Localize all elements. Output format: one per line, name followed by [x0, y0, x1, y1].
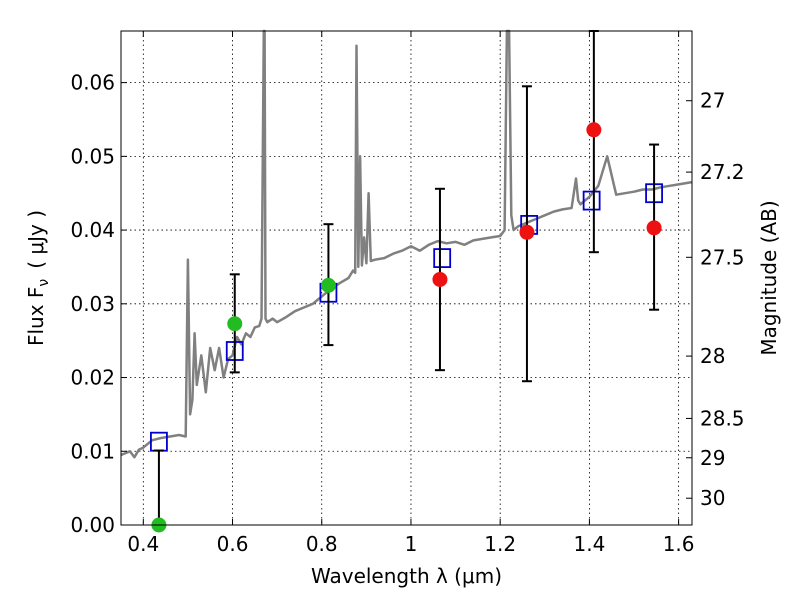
- observed-data-point: [320, 277, 336, 293]
- observed-data-point: [586, 122, 602, 138]
- x-tick-label: 1.2: [484, 532, 516, 556]
- y-tick-label: 0.00: [70, 513, 115, 537]
- y-axis-title-main: Flux F: [24, 287, 48, 346]
- x-tick-label: 1.4: [573, 532, 605, 556]
- x-tick-label: 1: [405, 532, 418, 556]
- observed-data-point: [646, 220, 662, 236]
- observed-data-point: [227, 316, 243, 332]
- plot-frame: [120, 30, 693, 526]
- observed-data-point: [519, 224, 535, 240]
- model-photometry-square: [582, 190, 601, 211]
- y-tick-label: 0.03: [70, 292, 115, 316]
- x-tick-label: 1.6: [663, 532, 695, 556]
- grid-lines: [121, 31, 692, 526]
- right-tick-label: 30: [700, 486, 725, 510]
- y-tick-label: 0.01: [70, 439, 115, 463]
- model-spectrum-line: [120, 29, 693, 459]
- observed-data-point: [432, 271, 448, 287]
- right-axis-title: Magnitude (AB): [757, 200, 781, 355]
- right-tick-label: 27.2: [700, 160, 745, 184]
- right-tick-label: 27.5: [700, 245, 745, 269]
- x-tick-label: 0.8: [306, 532, 338, 556]
- y-tick-label: 0.04: [70, 218, 115, 242]
- y-axis-title-sub: ν: [36, 279, 52, 287]
- model-photometry-square: [433, 248, 452, 268]
- right-tick-label: 27: [700, 89, 725, 113]
- plot-data: [120, 29, 693, 533]
- x-tick-label: 0.6: [217, 532, 249, 556]
- right-tick-label: 28: [700, 344, 725, 368]
- right-tick-label: 29: [700, 446, 725, 470]
- y-axis-title-unit: ( μJy ): [24, 210, 48, 269]
- y-axis-title: Flux Fν ( μJy ): [24, 210, 52, 346]
- y-tick-label: 0.05: [70, 144, 115, 168]
- x-axis-title: Wavelength λ (μm): [311, 564, 502, 588]
- axis-ticks: 0.4 0.6 0.8 1 1.2 1.4 1.6 0.00 0.01 0.02 0.03 0.04 0…: [70, 31, 745, 556]
- y-tick-label: 0.02: [70, 366, 115, 390]
- model-photometry-square: [150, 431, 168, 452]
- x-tick-label: 0.4: [127, 532, 159, 556]
- y-tick-label: 0.06: [70, 71, 115, 95]
- right-tick-label: 28.5: [700, 406, 745, 430]
